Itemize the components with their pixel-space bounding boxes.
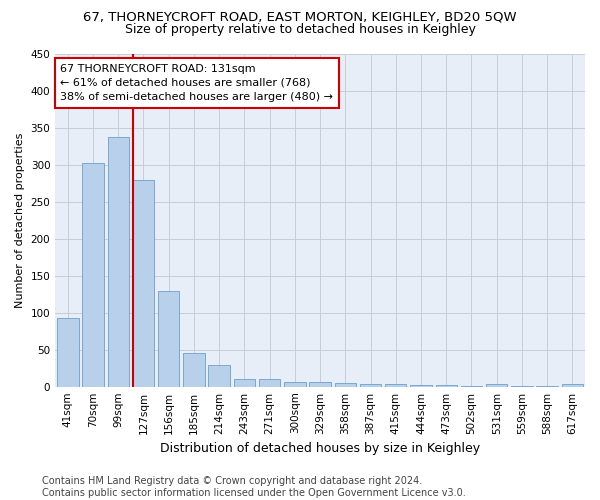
Text: 67, THORNEYCROFT ROAD, EAST MORTON, KEIGHLEY, BD20 5QW: 67, THORNEYCROFT ROAD, EAST MORTON, KEIG… xyxy=(83,10,517,23)
Bar xyxy=(82,162,104,386)
Bar xyxy=(233,380,255,386)
Bar xyxy=(158,290,179,386)
X-axis label: Distribution of detached houses by size in Keighley: Distribution of detached houses by size … xyxy=(160,442,480,455)
Bar xyxy=(436,385,457,386)
Y-axis label: Number of detached properties: Number of detached properties xyxy=(15,132,25,308)
Text: Contains HM Land Registry data © Crown copyright and database right 2024.
Contai: Contains HM Land Registry data © Crown c… xyxy=(42,476,466,498)
Bar xyxy=(360,384,381,386)
Bar xyxy=(310,382,331,386)
Bar xyxy=(335,383,356,386)
Text: Size of property relative to detached houses in Keighley: Size of property relative to detached ho… xyxy=(125,22,475,36)
Bar xyxy=(133,180,154,386)
Bar xyxy=(385,384,406,386)
Bar xyxy=(208,364,230,386)
Bar xyxy=(410,385,432,386)
Bar xyxy=(259,380,280,386)
Bar xyxy=(57,318,79,386)
Bar xyxy=(183,352,205,386)
Bar xyxy=(284,382,305,386)
Bar xyxy=(107,137,129,386)
Bar xyxy=(562,384,583,386)
Bar xyxy=(486,384,508,386)
Text: 67 THORNEYCROFT ROAD: 131sqm
← 61% of detached houses are smaller (768)
38% of s: 67 THORNEYCROFT ROAD: 131sqm ← 61% of de… xyxy=(61,64,334,102)
